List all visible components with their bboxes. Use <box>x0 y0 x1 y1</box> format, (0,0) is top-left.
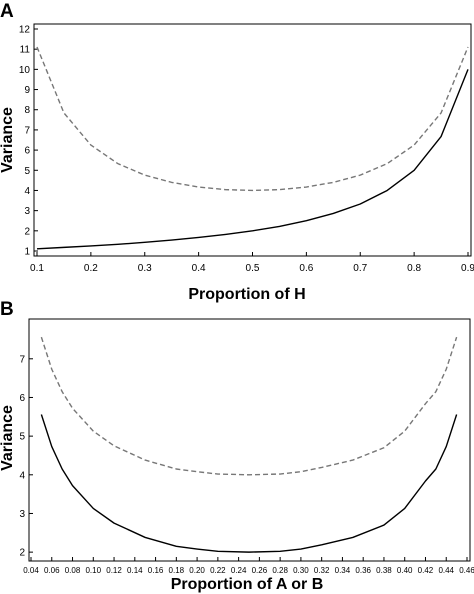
panel-b-y-tick-label: 7 <box>19 354 25 365</box>
panel-b-x-tick-label: 0.46 <box>459 566 474 575</box>
panel-a-y-tick-label: 11 <box>20 45 31 56</box>
panel-a-y-tick-label: 10 <box>19 65 31 76</box>
panel-a-x-axis-title: Proportion of H <box>188 286 305 303</box>
panel-a-x-tick-label: 0.8 <box>407 263 421 274</box>
panel-b-x-tick-label: 0.18 <box>169 566 185 575</box>
panel-b: B 2 3 4 5 6 7 0.04 0.06 0.08 0.10 0.12 0.14 0.16 0.1… <box>0 299 474 593</box>
panel-b-x-tick-label: 0.42 <box>418 566 434 575</box>
panel-a-x-tick-label: 0.2 <box>84 263 98 274</box>
panel-b-x-tick-label: 0.20 <box>189 566 205 575</box>
panel-a-x-tick-label: 0.9 <box>461 263 474 274</box>
panel-a-x-tick-label: 0.6 <box>299 263 313 274</box>
panel-a-x-tick-label: 0.7 <box>353 263 367 274</box>
panel-a-y-tick-label: 9 <box>24 85 30 96</box>
panel-a-y-tick-label: 2 <box>24 226 30 237</box>
panel-b-y-axis: 2 3 4 5 6 7 <box>19 354 33 559</box>
panel-a-y-tick-label: 8 <box>24 105 30 116</box>
panel-b-x-axis: 0.04 0.06 0.08 0.10 0.12 0.14 0.16 0.18 0.20 0.22… <box>23 557 474 575</box>
panel-a-x-tick-label: 0.3 <box>138 263 152 274</box>
panel-b-x-tick-label: 0.08 <box>65 566 81 575</box>
panel-b-y-tick-label: 4 <box>19 470 25 481</box>
panel-a-y-tick-label: 5 <box>24 166 30 177</box>
panel-b-x-tick-label: 0.44 <box>438 566 454 575</box>
panel-b-series <box>40 336 458 553</box>
panel-b-x-tick-label: 0.06 <box>44 566 60 575</box>
panel-a-x-tick-label: 0.1 <box>30 263 44 274</box>
panel-b-dashed-series-line <box>40 336 458 476</box>
panel-a-y-tick-label: 4 <box>24 186 30 197</box>
panel-b-y-tick-label: 2 <box>19 548 25 559</box>
panel-a-y-tick-label: 7 <box>24 125 30 136</box>
panel-a-x-tick-label: 0.5 <box>246 263 260 274</box>
panel-b-x-tick-label: 0.12 <box>106 566 122 575</box>
panel-b-x-tick-label: 0.14 <box>127 566 143 575</box>
panel-a-y-tick-label: 3 <box>24 206 30 217</box>
panel-b-letter: B <box>0 299 14 320</box>
panel-a-y-tick-label: 12 <box>19 25 31 36</box>
panel-b-x-tick-label: 0.26 <box>252 566 268 575</box>
panel-b-y-axis-title: Variance <box>0 405 16 471</box>
panel-a-x-tick-label: 0.4 <box>192 263 206 274</box>
panel-b-solid-series-line <box>40 414 458 553</box>
panel-a-dashed-series-line <box>36 46 469 192</box>
panel-b-x-tick-label: 0.32 <box>314 566 330 575</box>
panel-a-y-tick-label: 6 <box>24 146 30 157</box>
panel-b-x-tick-label: 0.30 <box>293 566 309 575</box>
panel-a-letter: A <box>0 1 14 22</box>
panel-b-y-tick-label: 6 <box>19 393 25 404</box>
panel-a-x-axis: 0.1 0.2 0.3 0.4 0.5 0.6 0.7 0.8 0.9 <box>30 252 474 274</box>
panel-a-plot-frame <box>33 23 472 257</box>
panel-b-x-tick-label: 0.38 <box>376 566 392 575</box>
panel-b-x-tick-label: 0.34 <box>335 566 351 575</box>
panel-b-y-tick-label: 5 <box>19 432 25 443</box>
panel-b-x-tick-label: 0.28 <box>272 566 288 575</box>
panel-b-x-axis-title: Proportion of A or B <box>171 576 324 593</box>
panel-b-plot-frame <box>28 318 471 562</box>
panel-b-x-tick-label: 0.24 <box>231 566 247 575</box>
panel-a-series <box>36 46 469 250</box>
panel-b-x-tick-label: 0.22 <box>210 566 226 575</box>
panel-b-x-tick-label: 0.36 <box>355 566 371 575</box>
panel-b-y-tick-label: 3 <box>19 509 25 520</box>
panel-b-x-tick-label: 0.10 <box>85 566 101 575</box>
panel-b-x-tick-label: 0.40 <box>397 566 413 575</box>
panel-b-x-tick-label: 0.04 <box>23 566 39 575</box>
panel-a-y-axis-title: Variance <box>0 107 16 173</box>
panel-a-y-tick-label: 1 <box>24 247 30 258</box>
panel-b-x-tick-label: 0.16 <box>148 566 164 575</box>
panel-a-solid-series-line <box>36 69 469 250</box>
